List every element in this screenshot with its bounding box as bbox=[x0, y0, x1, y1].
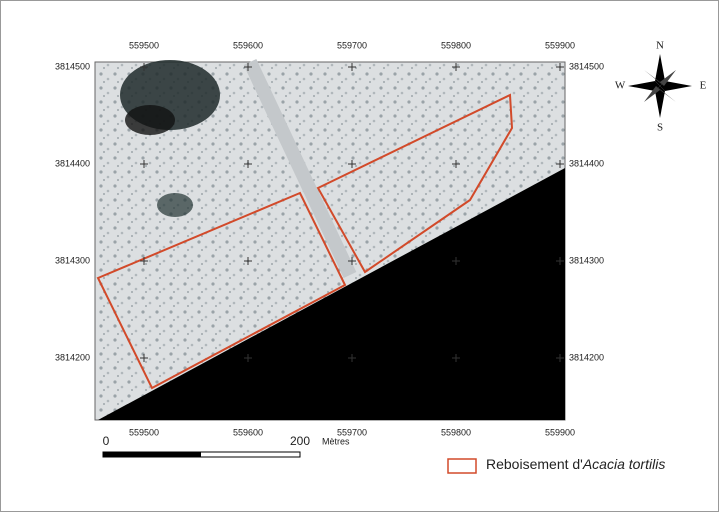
x-label-bottom: 559700 bbox=[337, 427, 367, 437]
legend-text: Reboisement d' bbox=[486, 456, 583, 472]
compass-east: E bbox=[700, 80, 707, 92]
scale-start: 0 bbox=[103, 434, 110, 448]
x-label-bottom: 559900 bbox=[545, 427, 575, 437]
y-label-left: 3814500 bbox=[55, 61, 90, 71]
legend-species: Acacia tortilis bbox=[582, 456, 665, 472]
x-label-bottom: 559800 bbox=[441, 427, 471, 437]
y-label-right: 3814200 bbox=[569, 352, 604, 362]
x-label-top: 559800 bbox=[441, 40, 471, 50]
compass-north: N bbox=[656, 40, 664, 52]
y-label-left: 3814400 bbox=[55, 158, 90, 168]
satellite-image bbox=[95, 60, 565, 420]
y-label-left: 3814300 bbox=[55, 255, 90, 265]
y-label-right: 3814500 bbox=[569, 61, 604, 71]
legend-label: Reboisement d'Acacia tortilis bbox=[486, 456, 665, 472]
x-label-top: 559700 bbox=[337, 40, 367, 50]
map-figure: N S W E 0 200 Mètres Reboisement d'Acaci… bbox=[0, 0, 719, 512]
x-label-bottom: 559500 bbox=[129, 427, 159, 437]
compass-west: W bbox=[615, 80, 626, 92]
y-label-right: 3814300 bbox=[569, 255, 604, 265]
y-label-right: 3814400 bbox=[569, 158, 604, 168]
scale-end: 200 bbox=[290, 434, 310, 448]
x-label-top: 559600 bbox=[233, 40, 263, 50]
x-label-top: 559500 bbox=[129, 40, 159, 50]
x-label-top: 559900 bbox=[545, 40, 575, 50]
y-label-left: 3814200 bbox=[55, 352, 90, 362]
scale-unit: Mètres bbox=[322, 436, 350, 446]
compass-south: S bbox=[657, 122, 663, 134]
x-label-bottom: 559600 bbox=[233, 427, 263, 437]
